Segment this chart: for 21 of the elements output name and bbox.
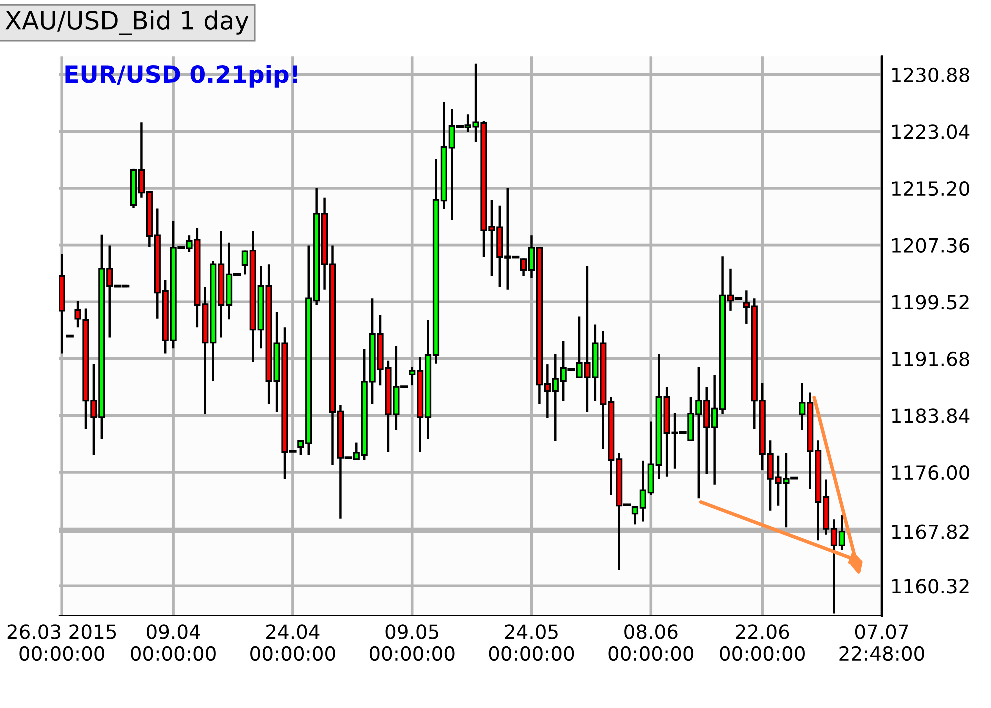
- x-tick-label: 24.05 00:00:00: [489, 624, 574, 662]
- x-tick-label: 26.03 2015 00:00:00: [8, 624, 116, 662]
- y-tick-label: 1176.00: [892, 465, 970, 480]
- y-tick-label: 1183.84: [892, 408, 970, 424]
- y-tick-label: 1191.68: [892, 352, 970, 367]
- y-tick-label: 1199.52: [892, 295, 969, 310]
- y-tick-label: 1160.32: [892, 579, 969, 594]
- x-tick-label: 08.06 00:00:00: [608, 624, 694, 662]
- x-tick-label: 07.07 22:48:00: [840, 624, 924, 662]
- y-tick-label: 1223.04: [892, 124, 970, 140]
- y-tick-label: 1207.36: [892, 238, 970, 253]
- y-tick-label: 1167.82: [892, 524, 969, 540]
- candlestick: [74, 300, 82, 329]
- annotation: EUR/USD 0.21pip!: [66, 65, 298, 88]
- x-tick-label: 22.06 00:00:00: [720, 624, 805, 662]
- x-tick-label: 09.04 00:00:00: [131, 624, 216, 662]
- y-tick-label: 1215.20: [892, 181, 970, 196]
- x-tick-label: 24.04 00:00:00: [250, 624, 336, 662]
- chart-title: XAU/USD_Bid 1 day: [6, 10, 249, 36]
- x-tick-label: 09.05 00:00:00: [370, 624, 455, 662]
- y-tick-label: 1230.88: [892, 68, 970, 83]
